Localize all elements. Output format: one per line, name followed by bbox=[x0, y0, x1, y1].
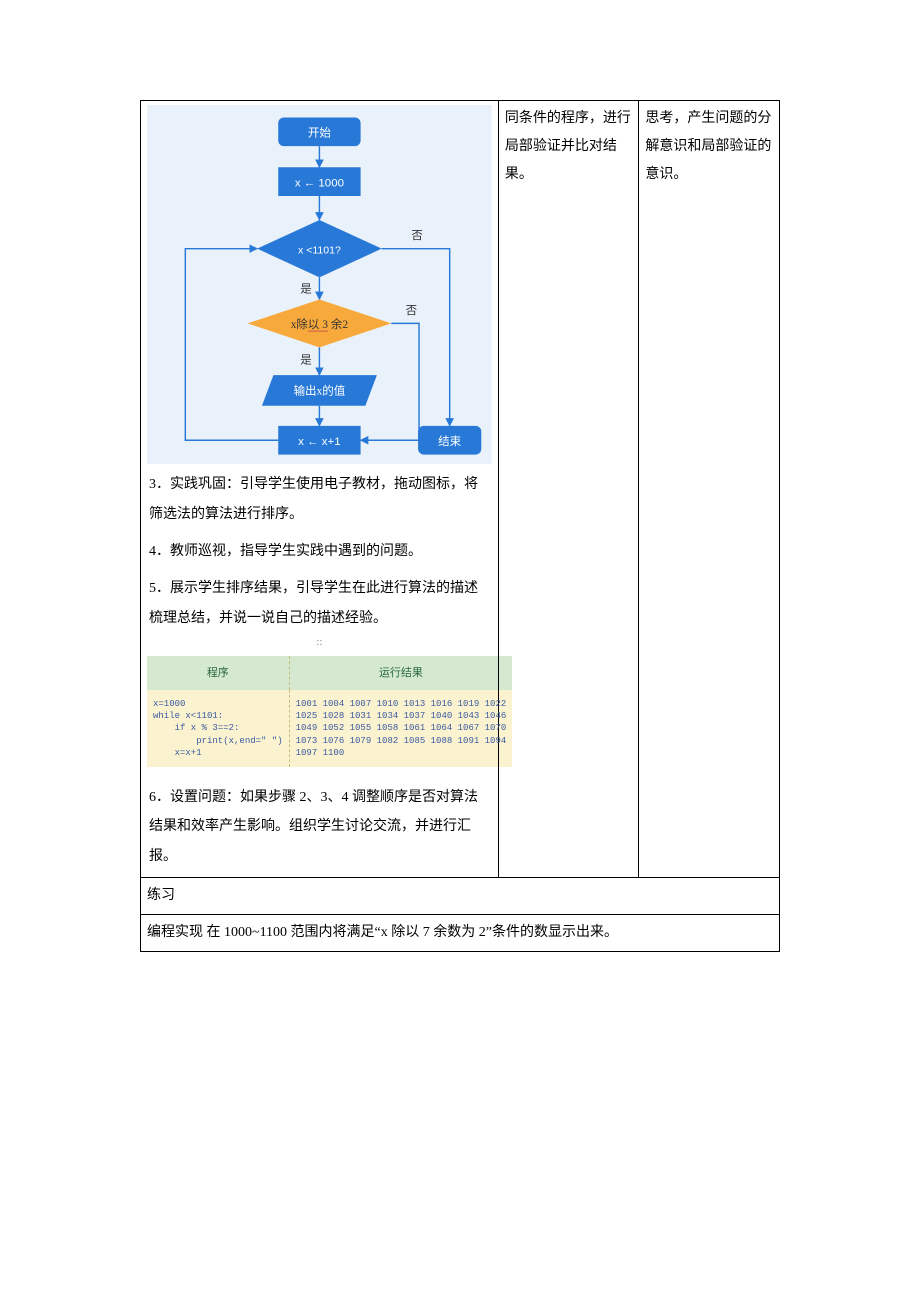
table-header-row: 程序 运行结果 bbox=[147, 656, 512, 690]
practice-row: 编程实现 在 1000~1100 范围内将满足“x 除以 7 余数为 2”条件的… bbox=[141, 915, 780, 952]
col-a-text: 同条件的程序，进行局部验证并比对结果。 bbox=[505, 111, 631, 182]
label-no2: 否 bbox=[406, 305, 418, 317]
node-init-label: x ← 1000 bbox=[295, 177, 344, 189]
node-inc-label: x ← x+1 bbox=[298, 436, 340, 448]
column-b: 思考，产生问题的分解意识和局部验证的意识。 bbox=[639, 101, 780, 878]
paragraph-3: 3．实践巩固：引导学生使用电子教材，拖动图标，将筛选法的算法进行排序。 bbox=[147, 464, 492, 531]
label-yes1: 是 bbox=[300, 283, 312, 296]
layout-table: 开始 x ← 1000 x <1101? 否 是 x除 bbox=[140, 100, 780, 952]
cell-result: 1001 1004 1007 1010 1013 1016 1019 1022 … bbox=[289, 690, 512, 767]
practice-cell: 编程实现 在 1000~1100 范围内将满足“x 除以 7 余数为 2”条件的… bbox=[141, 915, 780, 952]
paragraph-5: 5．展示学生排序结果，引导学生在此进行算法的描述梳理总结，并说一说自己的描述经验… bbox=[147, 568, 492, 635]
paragraph-4: 4．教师巡视，指导学生实践中遇到的问题。 bbox=[147, 531, 492, 568]
practice-text: 编程实现 在 1000~1100 范围内将满足“x 除以 7 余数为 2”条件的… bbox=[147, 925, 618, 940]
paragraph-6: 6．设置问题：如果步骤 2、3、4 调整顺序是否对算法结果和效率产生影响。组织学… bbox=[147, 777, 492, 873]
label-yes2: 是 bbox=[300, 354, 312, 367]
content-row: 开始 x ← 1000 x <1101? 否 是 x除 bbox=[141, 101, 780, 878]
main-cell: 开始 x ← 1000 x <1101? 否 是 x除 bbox=[141, 101, 499, 878]
col-header-result: 运行结果 bbox=[289, 656, 512, 690]
practice-label-cell: 练习 bbox=[141, 878, 780, 915]
practice-label: 练习 bbox=[147, 888, 175, 903]
node-start-label: 开始 bbox=[308, 126, 331, 140]
code-result-table: 程序 运行结果 x=1000 while x<1101: if x % 3==2… bbox=[147, 656, 512, 767]
flowchart: 开始 x ← 1000 x <1101? 否 是 x除 bbox=[147, 105, 492, 464]
practice-label-row: 练习 bbox=[141, 878, 780, 915]
col-header-program: 程序 bbox=[147, 656, 289, 690]
node-cond2-label: x除以 3 余2 bbox=[291, 317, 349, 331]
table-row: x=1000 while x<1101: if x % 3==2: print(… bbox=[147, 690, 512, 767]
node-end-label: 结束 bbox=[438, 435, 461, 448]
label-no1: 否 bbox=[411, 230, 423, 242]
separator-dots: :: bbox=[147, 635, 492, 650]
page: 开始 x ← 1000 x <1101? 否 是 x除 bbox=[0, 0, 920, 1152]
col-b-text: 思考，产生问题的分解意识和局部验证的意识。 bbox=[645, 111, 771, 182]
cell-program: x=1000 while x<1101: if x % 3==2: print(… bbox=[147, 690, 289, 767]
column-a: 同条件的程序，进行局部验证并比对结果。 bbox=[498, 101, 639, 878]
node-cond1-label: x <1101? bbox=[298, 244, 341, 256]
node-output-label: 输出x的值 bbox=[294, 383, 346, 397]
